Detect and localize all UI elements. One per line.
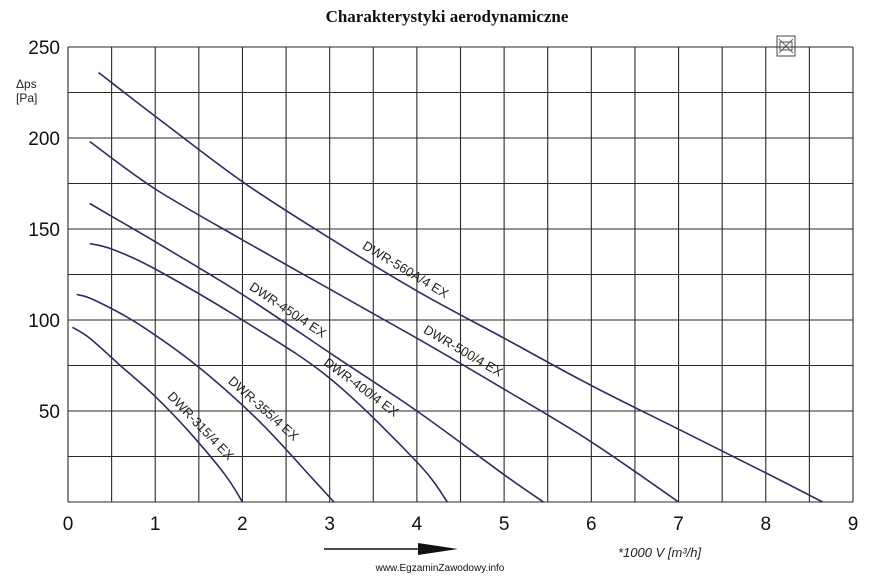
- flow-direction-arrow: [324, 543, 458, 555]
- y-tick-label: 250: [28, 38, 60, 59]
- y-tick-label: 50: [39, 402, 60, 423]
- series-line: [89, 242, 449, 503]
- x-tick-label: 8: [760, 514, 771, 535]
- x-tick-label: 2: [237, 514, 248, 535]
- plot-grid: [67, 46, 854, 503]
- series-line: [71, 326, 244, 503]
- image-placeholder-icon: [776, 35, 796, 57]
- x-axis-label: *1000 V [m³/h]: [618, 545, 701, 560]
- series-label: DWR-500/4 EX: [421, 322, 506, 380]
- y-axis-label-line-2: [Pa]: [16, 91, 37, 105]
- x-tick-label: 1: [150, 514, 161, 535]
- series-label: DWR-400/4 EX: [321, 355, 402, 420]
- x-tick-label: 3: [324, 514, 335, 535]
- watermark: www.EgzaminZawodowy.info: [375, 563, 505, 574]
- y-tick-label: 150: [28, 220, 60, 241]
- x-tick-label: 5: [499, 514, 510, 535]
- series-line: [89, 140, 680, 503]
- plot-curves: [71, 71, 823, 503]
- chart-title: Charakterystyki aerodynamiczne: [326, 7, 569, 26]
- x-tick-label: 6: [586, 514, 597, 535]
- series-line: [89, 202, 544, 503]
- series-line: [98, 71, 823, 503]
- x-tick-label: 0: [63, 514, 74, 535]
- series-label: DWR-450/4 EX: [247, 279, 330, 341]
- axis-ticks: 0 1 2 3 4 5 6 7 8 9 50 100 150 200 250: [28, 38, 858, 535]
- y-tick-label: 200: [28, 129, 60, 150]
- x-tick-label: 4: [412, 514, 423, 535]
- x-tick-label: 7: [673, 514, 684, 535]
- y-tick-label: 100: [28, 311, 60, 332]
- series-label: DWR-315/4 EX: [165, 389, 238, 464]
- series-line: [76, 293, 335, 503]
- x-tick-label: 9: [848, 514, 859, 535]
- y-axis-label-line-1: Δps: [16, 77, 37, 91]
- series-label: DWR-355/4 EX: [225, 373, 301, 444]
